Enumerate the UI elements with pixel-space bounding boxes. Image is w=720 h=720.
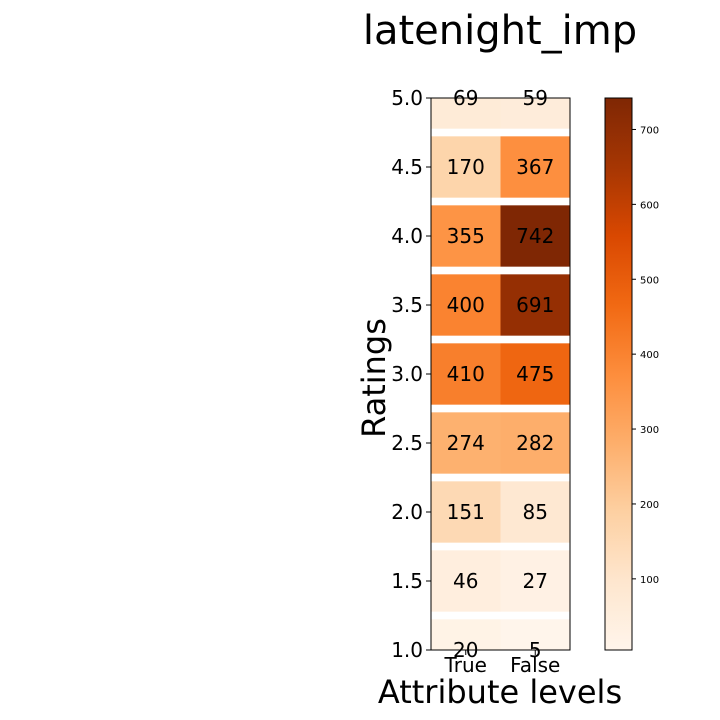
y-axis: 1.0 1.5 2.0 2.5 3.0 3.5 4.0 4.5 5.0 bbox=[391, 86, 431, 662]
colorbar-tick-label: 100 bbox=[640, 575, 659, 586]
cell-value-label: 475 bbox=[516, 362, 554, 386]
y-tick-label: 4.0 bbox=[391, 224, 423, 248]
y-tick-label: 2.5 bbox=[391, 431, 423, 455]
heatmap-cell bbox=[431, 343, 501, 405]
y-tick-label: 5.0 bbox=[391, 86, 423, 110]
cell-value-label: 46 bbox=[453, 569, 478, 593]
x-tick-label: False bbox=[510, 653, 560, 677]
heatmap-cell bbox=[431, 274, 501, 336]
y-tick-label: 3.5 bbox=[391, 293, 423, 317]
heatmap-cell bbox=[500, 481, 570, 543]
cell-value-label: 691 bbox=[516, 293, 554, 317]
cell-value-label: 742 bbox=[516, 224, 554, 248]
x-tick-label: True bbox=[444, 653, 487, 677]
cell-value-label: 151 bbox=[447, 500, 485, 524]
y-tick-label: 3.0 bbox=[391, 362, 423, 386]
colorbar-tick-label: 400 bbox=[640, 350, 659, 361]
colorbar-tick-label: 300 bbox=[640, 425, 659, 436]
colorbar-gradient bbox=[604, 97, 633, 651]
colorbar-tick-label: 200 bbox=[640, 500, 659, 511]
chart-title: latenight_imp bbox=[363, 8, 637, 54]
y-tick-label: 2.0 bbox=[391, 500, 423, 524]
y-tick-label: 1.5 bbox=[391, 569, 423, 593]
y-axis-label: Ratings bbox=[355, 318, 393, 438]
heatmap-cell bbox=[431, 205, 501, 267]
cell-value-label: 282 bbox=[516, 431, 554, 455]
heatmap-cell bbox=[500, 343, 570, 405]
heatmap-cell bbox=[500, 274, 570, 336]
heatmap-cell bbox=[431, 136, 501, 198]
cell-value-label: 367 bbox=[516, 155, 554, 179]
colorbar: 100 200 300 400 500 600 700 bbox=[604, 97, 659, 651]
heatmap-cell bbox=[500, 619, 570, 650]
cell-value-label: 400 bbox=[447, 293, 485, 317]
cell-value-label: 27 bbox=[523, 569, 548, 593]
heatmap-cell bbox=[431, 550, 501, 612]
colorbar-tick-label: 500 bbox=[640, 275, 659, 286]
heatmap-cell bbox=[431, 619, 501, 650]
cell-value-label: 355 bbox=[447, 224, 485, 248]
x-axis-label: Attribute levels bbox=[378, 673, 622, 711]
cell-value-label: 410 bbox=[447, 362, 485, 386]
heatmap-cell bbox=[500, 412, 570, 474]
colorbar-tick-label: 600 bbox=[640, 200, 659, 211]
heatmap-cell bbox=[431, 412, 501, 474]
x-axis: True False bbox=[444, 650, 560, 677]
heatmap-cell bbox=[431, 481, 501, 543]
y-tick-label: 1.0 bbox=[391, 638, 423, 662]
heatmap-cell bbox=[500, 98, 570, 129]
heatmap-cell bbox=[500, 550, 570, 612]
heatmap-cell bbox=[500, 205, 570, 267]
heatmap-cell bbox=[431, 98, 501, 129]
colorbar-tick-label: 700 bbox=[640, 125, 659, 136]
cell-value-label: 274 bbox=[447, 431, 485, 455]
cell-value-label: 170 bbox=[447, 155, 485, 179]
cell-value-label: 85 bbox=[523, 500, 548, 524]
y-tick-label: 4.5 bbox=[391, 155, 423, 179]
heatmap-cell bbox=[500, 136, 570, 198]
